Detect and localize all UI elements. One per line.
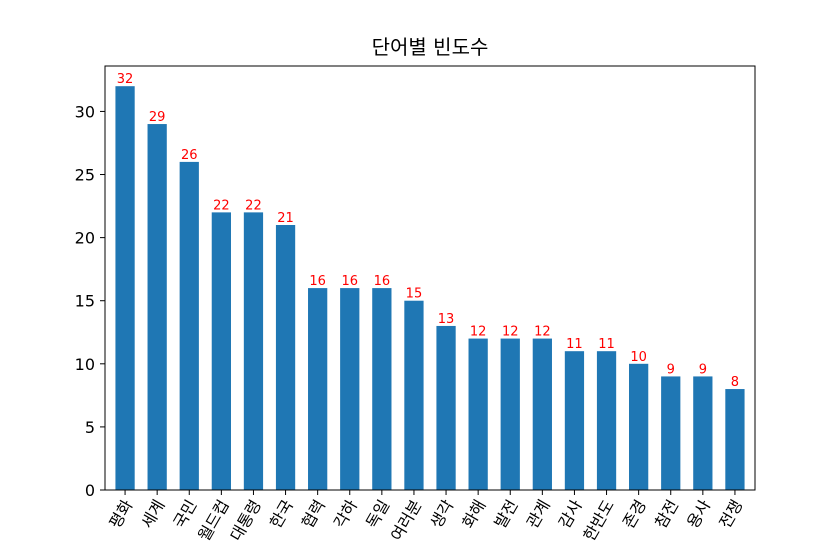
bar <box>147 124 167 491</box>
x-tick-label: 세계 <box>137 497 168 532</box>
bar <box>211 212 231 490</box>
x-tick-label: 참전 <box>651 497 682 532</box>
x-tick-label: 발전 <box>491 497 522 532</box>
data-label: 12 <box>502 325 519 340</box>
plot-frame <box>104 65 756 491</box>
bar <box>596 351 617 490</box>
data-label: 26 <box>181 148 198 163</box>
x-tick-label: 한반도 <box>579 497 618 545</box>
data-label: 8 <box>731 375 739 390</box>
x-tick-label: 생각 <box>426 496 457 531</box>
bar <box>404 300 424 490</box>
bar <box>275 225 296 490</box>
bar <box>115 86 135 490</box>
y-tick-label: 15 <box>75 292 95 311</box>
y-tick-label: 0 <box>85 481 95 500</box>
data-label: 9 <box>699 362 707 377</box>
y-tick-label: 5 <box>85 418 95 437</box>
data-label: 9 <box>667 362 675 377</box>
bar <box>532 338 552 490</box>
data-label: 16 <box>374 274 391 289</box>
bar <box>372 288 392 490</box>
bar <box>661 376 681 490</box>
bar <box>308 288 328 490</box>
data-label: 12 <box>470 325 487 340</box>
bar <box>436 325 456 490</box>
x-tick-label: 관계 <box>523 497 554 532</box>
data-label: 22 <box>245 198 262 213</box>
x-tick-label: 감사 <box>555 496 586 531</box>
x-tick-label: 여러분 <box>387 497 426 545</box>
x-tick-label: 전쟁 <box>715 497 746 532</box>
bar <box>693 376 713 490</box>
x-tick-label: 평화 <box>105 496 136 531</box>
x-tick-label: 독일 <box>362 497 393 532</box>
data-label: 22 <box>213 198 230 213</box>
bar <box>468 338 488 490</box>
y-tick-label: 25 <box>75 166 95 185</box>
data-label: 15 <box>406 287 423 302</box>
data-label: 29 <box>149 110 166 125</box>
bar <box>243 212 264 490</box>
bar <box>340 288 360 490</box>
data-label: 13 <box>438 312 455 327</box>
chart-title: 단어별 빈도수 <box>372 35 489 59</box>
x-tick-label: 월드컵 <box>194 497 233 545</box>
data-label: 16 <box>341 274 358 289</box>
x-tick-label: 협력 <box>298 497 329 532</box>
x-tick-label: 대통령 <box>226 497 265 545</box>
x-tick-label: 화해 <box>458 497 489 532</box>
y-tick-label: 20 <box>75 229 95 248</box>
bar <box>564 351 585 490</box>
plot-area: 32 평화 29 세계 26 국민 22 월드컵 22 대통령 21 한국 16 협력 16 각하 16 독일 15… <box>75 65 756 545</box>
bar <box>629 363 649 490</box>
x-tick-label: 한국 <box>266 497 297 532</box>
y-tick-label: 30 <box>75 102 95 121</box>
data-label: 11 <box>598 337 615 352</box>
bar <box>500 338 520 490</box>
bar <box>179 161 199 490</box>
bar <box>725 389 745 490</box>
x-tick-label: 국민 <box>170 497 201 532</box>
data-label: 32 <box>117 72 134 87</box>
data-label: 21 <box>277 211 294 226</box>
data-label: 10 <box>630 350 647 365</box>
x-tick-label: 존경 <box>619 497 650 532</box>
x-tick-label: 각하 <box>330 496 361 531</box>
data-label: 11 <box>566 337 583 352</box>
data-label: 16 <box>309 274 326 289</box>
data-label: 12 <box>534 325 551 340</box>
y-tick-label: 10 <box>75 355 95 374</box>
x-tick-label: 용사 <box>683 496 714 531</box>
